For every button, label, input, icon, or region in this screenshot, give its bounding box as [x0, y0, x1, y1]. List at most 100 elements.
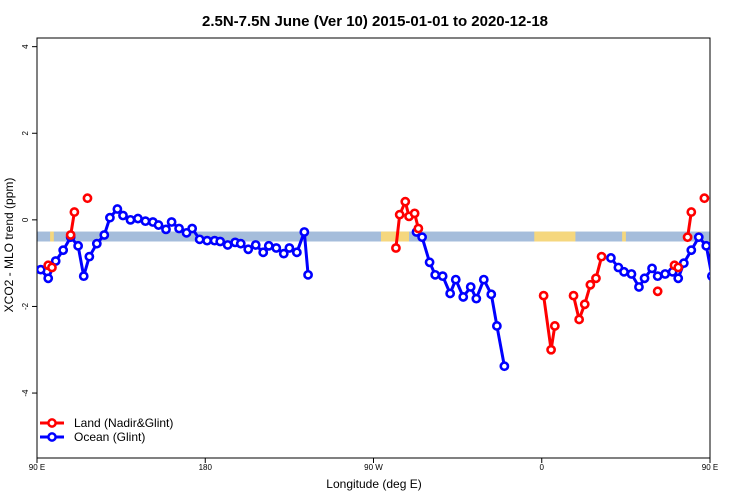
- ocean-data-point: [105, 212, 115, 223]
- ocean-data-point: [291, 247, 302, 258]
- ocean-data-point: [303, 269, 313, 280]
- land-data-point: [546, 344, 556, 355]
- land-data-point: [394, 209, 405, 220]
- land-data-point: [538, 290, 549, 301]
- ocean-data-point: [194, 234, 205, 245]
- ocean-data-point: [187, 223, 198, 234]
- ocean-data-point: [43, 273, 54, 284]
- chart-title: 2.5N-7.5N June (Ver 10) 2015-01-01 to 20…: [202, 13, 548, 30]
- ocean-data-point: [91, 238, 102, 249]
- ocean-data-point: [716, 253, 723, 260]
- x-axis-label: Longitude (deg E): [326, 477, 421, 491]
- ocean-data-point: [153, 220, 164, 230]
- land-data-point: [585, 279, 596, 290]
- ocean-data-point: [606, 253, 616, 263]
- ocean-data-point: [445, 288, 456, 299]
- ocean-data-point: [250, 240, 261, 250]
- plot-frame: [36, 37, 711, 459]
- ocean-data-point: [430, 269, 441, 280]
- ocean-data-point: [491, 321, 502, 331]
- x-tick-label: 180: [199, 463, 213, 472]
- ocean-data-point: [652, 271, 663, 282]
- ocean-data-point: [465, 282, 476, 292]
- y-tick-label: 4: [21, 44, 30, 49]
- land-data-point: [652, 286, 663, 297]
- land-band-segment: [622, 231, 626, 242]
- ocean-data-point: [278, 248, 289, 259]
- legend-item-land: Land (Nadir&Glint): [40, 416, 173, 430]
- ocean-data-point: [424, 257, 435, 268]
- land-data-point: [400, 196, 411, 207]
- ocean-data-point: [647, 263, 657, 274]
- ocean-data-point: [744, 205, 750, 212]
- legend-ocean-label: Ocean (Glint): [74, 430, 145, 444]
- land-data-point: [591, 273, 601, 284]
- land-data-point: [82, 193, 93, 204]
- legend-item-ocean: Ocean (Glint): [40, 430, 145, 444]
- land-data-point: [568, 290, 579, 301]
- ocean-data-point: [222, 240, 233, 250]
- ocean-data-point: [99, 230, 110, 240]
- ocean-data-point: [235, 238, 246, 249]
- ocean-data-point: [118, 210, 128, 221]
- land-data-point: [47, 262, 57, 273]
- ocean-data-point: [73, 240, 84, 251]
- ocean-data-point: [660, 269, 671, 279]
- land-band-segment: [534, 231, 576, 242]
- series-group: [37, 193, 750, 372]
- land-data-point: [682, 232, 693, 243]
- ocean-data-point: [263, 240, 274, 251]
- ocean-data-point: [112, 204, 123, 214]
- ocean-data-point: [271, 243, 282, 253]
- legend: Land (Nadir&Glint) Ocean (Glint): [40, 416, 173, 444]
- ocean-data-point: [736, 214, 743, 221]
- ocean-data-point: [166, 217, 177, 227]
- ocean-data-point: [634, 282, 644, 292]
- ocean-data-point: [686, 245, 697, 256]
- land-data-point: [65, 230, 76, 240]
- land-data-point: [686, 207, 697, 217]
- ocean-data-point: [471, 293, 482, 304]
- ocean-data-point: [299, 227, 310, 237]
- y-axis: 4 2 0 -2 -4: [21, 44, 37, 397]
- ocean-data-point: [499, 361, 510, 372]
- ocean-data-point: [486, 289, 497, 300]
- ocean-data-point: [619, 266, 629, 277]
- ocean-data-point: [706, 271, 710, 281]
- x-tick-label: 0: [540, 463, 545, 472]
- y-tick-label: 2: [21, 130, 30, 135]
- land-data-point: [673, 262, 684, 273]
- x-tick-label: 90 E: [702, 463, 718, 472]
- ocean-data-point: [729, 231, 736, 238]
- land-data-point: [69, 207, 80, 217]
- ocean-data-point: [626, 269, 637, 279]
- ocean-data-point: [37, 264, 46, 275]
- ocean-data-point: [701, 240, 710, 251]
- x-tick-label: 90 E: [29, 463, 45, 472]
- x-axis: 90 E 180 90 W 0 90 E: [29, 458, 718, 472]
- ocean-data-point: [284, 243, 295, 253]
- ocean-data-point: [723, 240, 730, 247]
- y-tick-label: -4: [21, 389, 30, 397]
- ocean-data-point: [693, 232, 704, 243]
- land-ocean-band: [37, 231, 710, 242]
- ocean-data-point: [478, 274, 489, 285]
- legend-ocean-marker: [47, 432, 57, 442]
- land-data-point: [579, 299, 590, 310]
- ocean-data-point: [673, 273, 684, 284]
- ocean-data-point: [78, 271, 89, 282]
- land-data-point: [549, 321, 560, 331]
- land-data-point: [596, 251, 607, 262]
- y-tick-label: 0: [21, 217, 30, 222]
- land-data-point: [391, 243, 401, 253]
- x-tick-label: 90 W: [364, 463, 383, 472]
- ocean-data-point: [174, 223, 184, 234]
- ocean-data-point: [437, 271, 448, 282]
- land-data-point: [413, 223, 424, 234]
- legend-land-marker: [47, 418, 57, 428]
- ocean-data-point: [140, 216, 151, 227]
- y-axis-label: XCO2 - MLO trend (ppm): [2, 178, 16, 313]
- ocean-data-point: [133, 213, 143, 224]
- ocean-data-point: [258, 247, 269, 258]
